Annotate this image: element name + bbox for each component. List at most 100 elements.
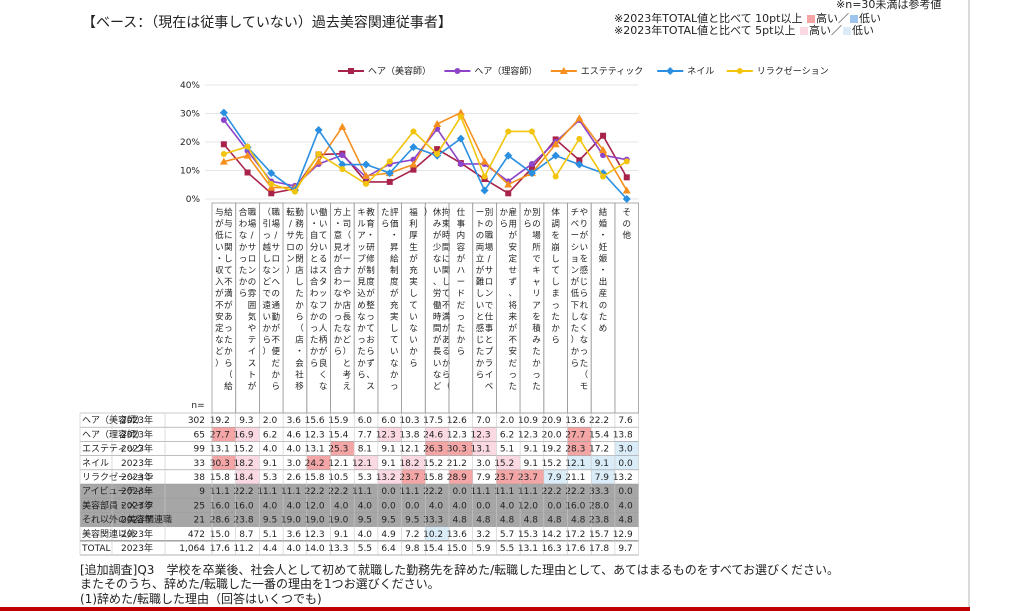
table-cell: 5.3 (263, 473, 277, 483)
table-cell: 12.0 (518, 501, 538, 511)
category-label-char: と (485, 336, 494, 346)
category-label-char: ど (433, 382, 442, 392)
table-cell: 0.0 (476, 501, 491, 511)
category-label-char: い (319, 243, 328, 253)
note-small-n: ※n=30未満は参考値 (836, 0, 942, 11)
category-label-char: か (310, 312, 319, 322)
category-label-char: （ (442, 381, 451, 392)
category-label-char: 遠 (262, 300, 271, 311)
category-label-char: な (357, 312, 366, 322)
highlight-cell (425, 526, 449, 541)
table-cell: 9.5 (358, 516, 372, 526)
category-label-char: て (390, 336, 399, 346)
category-label-char: る (442, 347, 451, 357)
category-label-char: 安 (215, 311, 224, 322)
row-n: 33 (194, 459, 205, 469)
category-label-char: た (239, 266, 248, 276)
category-label-char: か (334, 301, 343, 311)
low5-label: 低い (851, 24, 874, 37)
category-label-char: ン (271, 266, 280, 276)
category-label-char: が (508, 230, 517, 241)
row-year: 2023年 (121, 485, 153, 497)
category-label-char: 不 (442, 301, 451, 311)
category-label-char: 間 (433, 324, 442, 334)
table-cell: 24.2 (305, 459, 325, 469)
low10-swatch (849, 15, 858, 23)
category-label-char: し (390, 324, 399, 334)
table-cell: 3.0 (287, 459, 302, 469)
category-label-char: た (551, 312, 560, 322)
table-cell: 12.1 (328, 459, 348, 469)
category-label-char: ら (442, 370, 451, 380)
row-n: 99 (194, 445, 206, 455)
category-label-char: た (599, 312, 608, 322)
table-cell: 15.2 (542, 459, 562, 469)
category-label-char: な (215, 336, 224, 346)
category-label-char: た (334, 324, 343, 334)
note-10pt: ※2023年TOTAL値と比べて 10pt以上 高い／ 低い (614, 10, 881, 26)
row-n: 25 (194, 501, 205, 511)
category-label-char: い (433, 266, 442, 276)
category-label-char: が (224, 300, 233, 311)
data-point (528, 164, 535, 171)
category-label-char: 両 (476, 243, 485, 253)
category-label-char: 容 (457, 242, 466, 253)
data-point (244, 169, 251, 176)
category-label-char: 務 (295, 219, 304, 230)
category-label-char: た (357, 347, 366, 357)
category-label-char: 厚 (409, 231, 418, 241)
category-label-char: わ (334, 278, 343, 288)
category-label-char: し (409, 289, 418, 299)
category-label-char: し (551, 278, 560, 288)
highlight-cell (496, 469, 521, 484)
data-point (409, 160, 418, 168)
table-cell: 4.8 (453, 516, 468, 526)
category-label-char: く (580, 324, 589, 334)
category-label-char: 良 (319, 358, 328, 369)
data-point (551, 151, 560, 160)
y-tick-label: 10% (180, 167, 200, 177)
category-label-char: ） (262, 346, 271, 357)
data-point (528, 160, 535, 167)
category-label-char: 職 (271, 208, 280, 218)
category-label-char: テ (248, 336, 257, 346)
table-cell: 10.2 (423, 530, 443, 540)
table-cell: 0.0 (405, 501, 420, 511)
category-label-char: ー (343, 254, 352, 264)
table-cell: 4.0 (618, 501, 633, 511)
table-cell: 12.3 (376, 430, 396, 440)
table-cell: 15.7 (589, 530, 609, 540)
table-cell: 21.1 (565, 473, 585, 483)
category-label-char: 収 (215, 265, 224, 276)
table-cell: 12.0 (305, 501, 325, 511)
table-cell: 3.6 (287, 530, 302, 540)
data-point (552, 173, 559, 180)
category-label-char: か (499, 208, 508, 218)
data-point (220, 141, 227, 148)
category-label-char: 度 (366, 277, 375, 288)
row-year: 2023年 (121, 528, 153, 540)
category-label-char: し (262, 254, 271, 264)
highlight-cell (235, 455, 260, 470)
category-label-char: 引 (262, 220, 271, 230)
category-label-char: 調 (551, 219, 560, 230)
data-point (504, 180, 513, 188)
category-label-char: に (442, 254, 451, 264)
category-label-char: 修 (366, 253, 375, 264)
footer-question-3: (1)辞めた/転職した理由（回答はいくつでも) (80, 592, 322, 606)
table-cell: 12.9 (613, 530, 633, 540)
table-cell: 13.8 (613, 430, 633, 440)
table-cell: 16.9 (234, 430, 254, 440)
category-label-char: っ (457, 312, 466, 322)
category-label-char: で (532, 254, 541, 264)
footer-question: [追加調査]Q3 学校を卒業後、社会人として初めて就職した勤務先を辞めた/転職し… (80, 563, 840, 577)
table-cell: 12.1 (352, 459, 372, 469)
table-cell: 27.7 (565, 430, 585, 440)
category-label-char: 勤 (271, 311, 280, 322)
category-label-char: い (409, 336, 418, 346)
table-cell: 15.4 (328, 430, 348, 440)
category-label-char: が (390, 288, 399, 299)
category-label-char: ロ (485, 278, 494, 288)
table-cell: 8.1 (358, 445, 372, 455)
category-label-char: ラ (485, 359, 494, 369)
